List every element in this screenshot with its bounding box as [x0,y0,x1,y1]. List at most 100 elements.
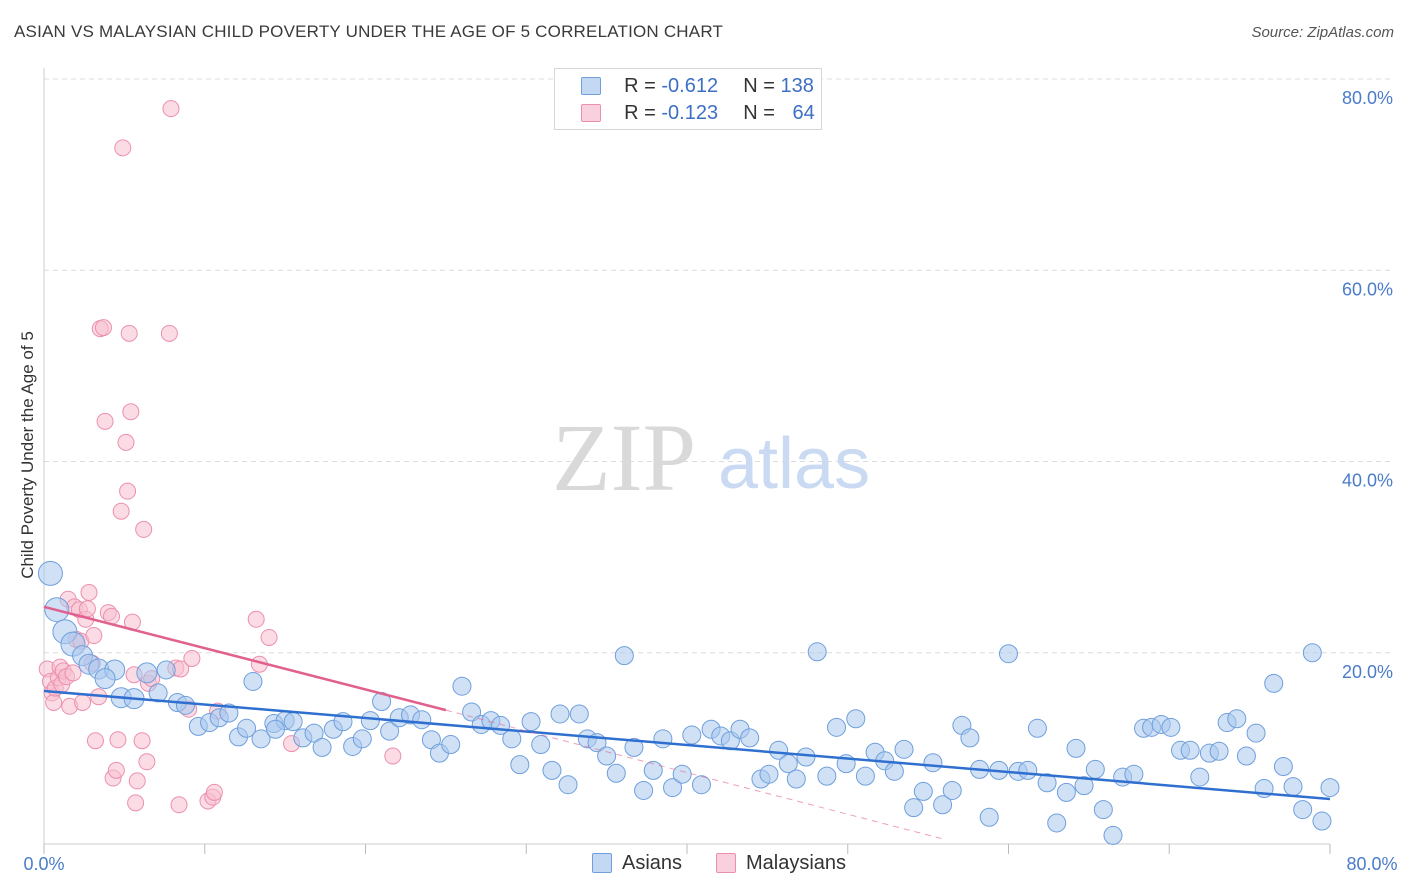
malaysian-trend-line [43,605,447,712]
asian-point [597,746,617,766]
asian-point [156,660,176,680]
asian-legend-label: Asians [622,852,683,874]
asian-point [243,671,263,691]
x-tick-label-min: 0.0% [23,854,64,874]
malaysian-point [112,502,130,520]
asian-point [960,728,980,748]
asian-point [846,709,866,729]
asian-point [521,712,541,732]
malaysian-legend-swatch [716,853,736,873]
asian-point [542,760,562,780]
asian-point [510,755,530,775]
asian-point [1161,717,1181,737]
asian-point [558,775,578,795]
legend-n-label: N = [743,75,781,97]
asian-point [884,761,904,781]
malaysian-point [96,412,114,430]
malaysian-point [120,324,138,342]
asian-point [380,721,400,741]
asian-point [1074,776,1094,796]
asian-trend-line [43,689,1331,801]
asian-point [312,737,332,757]
asian-point [942,780,962,800]
malaysian-point [162,100,180,118]
watermark: ZIP atlas [552,404,870,511]
legend-r-value: -0.612 [661,75,719,97]
asian-point [904,798,924,818]
source-label: Source: ZipAtlas.com [1251,24,1394,41]
series-legend: Asians Malaysians [0,852,1406,878]
asian-point [933,795,953,815]
legend-n-label: N = [743,102,781,124]
asian-point [1312,811,1332,831]
asian-point [1047,813,1067,833]
asian-point [1236,746,1256,766]
watermark-zip: ZIP [552,404,696,511]
asian-point [452,676,472,696]
malaysian-point [384,747,402,765]
malaysian-points [38,100,402,814]
legend-n-value: 64 [792,102,815,124]
asian-point [913,781,933,801]
malaysian-point [247,610,265,628]
malaysian-point [74,693,92,711]
asian-point [1027,718,1047,738]
asian-point [1066,738,1086,758]
asian-point [1124,764,1144,784]
asian-point [175,695,195,715]
y-axis-label: Child Poverty Under the Age of 5 [18,331,37,579]
asian-point [1103,825,1123,845]
chart-title: ASIAN VS MALAYSIAN CHILD POVERTY UNDER T… [14,22,724,41]
asian-point [352,729,372,749]
asian-point [1037,773,1057,793]
asian-point [691,775,711,795]
asian-point [807,642,827,662]
asian-point [1273,757,1293,777]
legend-item-asians[interactable]: Asians [592,852,682,875]
asian-point [1320,778,1340,798]
asian-point [855,766,875,786]
asian-point [634,780,654,800]
asian-point [502,729,522,749]
asian-point [531,735,551,755]
legend-item-malaysians[interactable]: Malaysians [716,852,846,875]
malaysian-point [117,433,135,451]
malaysian-point [109,731,127,749]
legend-r-value: -0.123 [661,102,719,124]
asian-point [237,718,257,738]
legend-row-asians: R = -0.612 N = 138 [581,75,814,99]
asian-point [653,729,673,749]
malaysian-point [45,693,63,711]
asian-point [1209,741,1229,761]
asian-point [826,717,846,737]
asian-point [817,766,837,786]
asian-point [894,739,914,759]
y-tick-label: 20.0% [1342,662,1393,682]
asian-point [1056,782,1076,802]
asian-points [37,560,1340,845]
correlation-legend: R = -0.612 N = 138 R = -0.123 N = 64 [554,68,822,130]
asian-point [1302,643,1322,663]
asian-point [37,560,63,586]
asian-point [606,763,626,783]
asian-point [219,703,239,723]
asian-point [283,712,303,732]
malaysian-point [94,319,112,337]
malaysian-point [119,482,137,500]
malaysian-point [183,649,201,667]
asian-point [979,807,999,827]
malaysian-point [86,732,104,750]
y-tick-label: 60.0% [1342,279,1393,299]
asian-point [624,737,644,757]
asian-point [304,723,324,743]
asian-point [360,711,380,731]
malaysian-point [107,761,125,779]
asian-point [796,747,816,767]
malaysian-point [114,139,132,157]
asian-point [769,740,789,760]
asian-point [251,729,271,749]
watermark-atlas: atlas [718,424,870,504]
malaysian-point [64,664,82,682]
legend-n-value: 138 [780,75,814,97]
malaysian-legend-label: Malaysians [746,852,847,874]
